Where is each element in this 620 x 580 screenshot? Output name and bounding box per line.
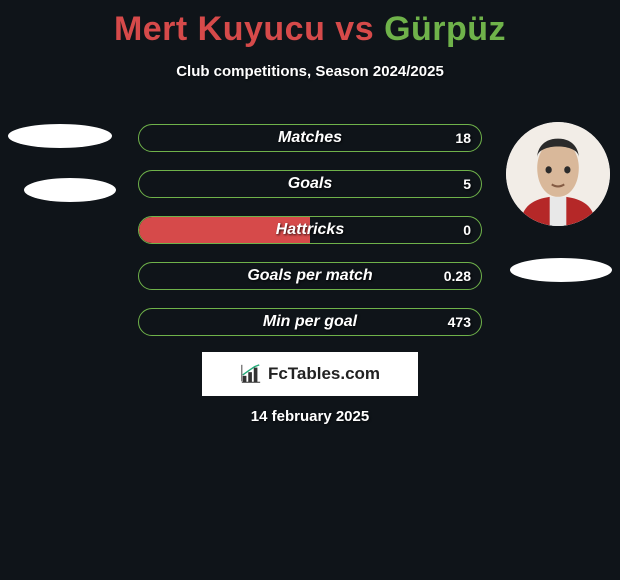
player2-name: Gürpüz [384,10,506,48]
stat-bars: Matches18 Goals5 Hattricks0 Goals per match… [138,124,482,354]
vs-separator: vs [325,10,384,48]
stat-bar-label: Min per goal [139,309,481,335]
player1-name: Mert Kuyucu [114,10,325,48]
stat-bar-label: Matches [139,125,481,151]
player1-avatar-placeholder [8,124,112,148]
branding-text: FcTables.com [268,364,380,384]
player2-avatar [506,122,610,226]
player2-team-placeholder [510,258,612,282]
stat-bar-value-right: 0.28 [444,263,471,289]
stat-bar-value-right: 0 [463,217,471,243]
branding-badge: FcTables.com [202,352,418,396]
date-label: 14 february 2025 [0,408,620,425]
player1-team-placeholder [24,178,116,202]
stat-bar-value-right: 18 [455,125,471,151]
person-icon [506,122,610,226]
stat-bar: Hattricks0 [138,216,482,244]
bar-chart-icon [240,363,262,385]
subtitle: Club competitions, Season 2024/2025 [0,63,620,80]
stat-bar: Matches18 [138,124,482,152]
stat-bar-label: Hattricks [139,217,481,243]
stat-bar: Min per goal473 [138,308,482,336]
stat-bar-value-right: 5 [463,171,471,197]
comparison-title: Mert Kuyucu vs Gürpüz [0,0,620,49]
stat-bar-label: Goals per match [139,263,481,289]
stat-bar-value-right: 473 [448,309,471,335]
stat-bar: Goals5 [138,170,482,198]
stat-bar: Goals per match0.28 [138,262,482,290]
stat-bar-label: Goals [139,171,481,197]
